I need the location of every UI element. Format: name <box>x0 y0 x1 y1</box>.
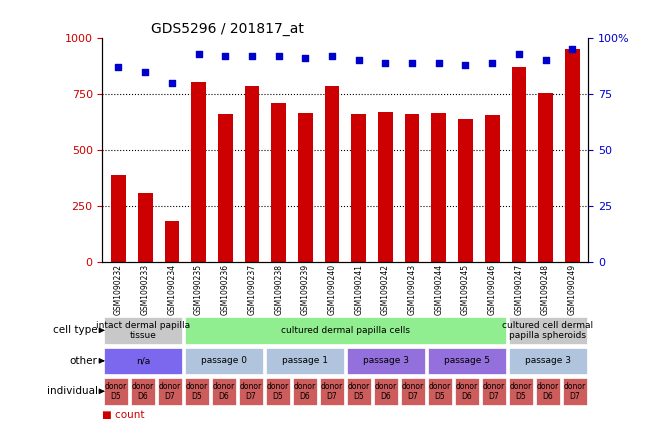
Point <box>167 80 177 86</box>
Text: individual: individual <box>46 386 98 396</box>
Point <box>300 55 311 62</box>
Point <box>487 59 498 66</box>
Text: donor
D5: donor D5 <box>510 382 532 401</box>
Text: cultured cell dermal
papilla spheroids: cultured cell dermal papilla spheroids <box>502 321 594 340</box>
Bar <box>378 112 393 262</box>
Point <box>140 69 151 75</box>
Text: passage 1: passage 1 <box>282 356 328 365</box>
Text: passage 0: passage 0 <box>201 356 247 365</box>
Bar <box>320 378 344 404</box>
Bar <box>565 49 580 262</box>
Text: cultured dermal papilla cells: cultured dermal papilla cells <box>281 326 410 335</box>
Text: donor
D6: donor D6 <box>455 382 478 401</box>
Text: donor
D6: donor D6 <box>375 382 397 401</box>
Text: GDS5296 / 201817_at: GDS5296 / 201817_at <box>151 22 304 36</box>
Bar <box>293 378 317 404</box>
Text: donor
D7: donor D7 <box>159 382 181 401</box>
Text: donor
D6: donor D6 <box>132 382 154 401</box>
Bar <box>428 378 452 404</box>
Bar <box>509 378 533 404</box>
Bar <box>138 193 153 262</box>
Text: donor
D6: donor D6 <box>293 382 316 401</box>
Bar <box>245 86 259 262</box>
Bar <box>485 115 500 262</box>
Bar <box>266 348 344 374</box>
Text: donor
D7: donor D7 <box>564 382 586 401</box>
Bar <box>535 378 560 404</box>
Bar <box>428 348 506 374</box>
Text: donor
D7: donor D7 <box>321 382 343 401</box>
Bar <box>239 378 263 404</box>
Text: donor
D5: donor D5 <box>186 382 208 401</box>
Bar <box>509 348 587 374</box>
Bar <box>405 114 420 262</box>
Bar <box>458 119 473 262</box>
Point <box>514 50 524 57</box>
Text: donor
D5: donor D5 <box>429 382 451 401</box>
Bar <box>131 378 155 404</box>
Bar <box>271 103 286 262</box>
Text: cell type: cell type <box>53 325 98 335</box>
Point <box>274 52 284 59</box>
Point <box>460 62 471 69</box>
Text: other: other <box>69 356 98 366</box>
Text: intact dermal papilla
tissue: intact dermal papilla tissue <box>96 321 190 340</box>
Bar <box>185 378 209 404</box>
Point <box>220 52 231 59</box>
Text: donor
D5: donor D5 <box>105 382 127 401</box>
Bar <box>563 378 587 404</box>
Bar <box>347 378 371 404</box>
Bar <box>325 86 339 262</box>
Bar <box>373 378 398 404</box>
Text: donor
D7: donor D7 <box>402 382 424 401</box>
Bar <box>158 378 182 404</box>
Point <box>247 52 257 59</box>
Bar <box>165 221 179 262</box>
Bar <box>185 348 263 374</box>
Point <box>540 57 551 64</box>
Text: donor
D7: donor D7 <box>240 382 262 401</box>
Point <box>193 50 204 57</box>
Bar <box>218 114 233 262</box>
Bar <box>432 113 446 262</box>
Point <box>407 59 417 66</box>
Bar <box>401 378 425 404</box>
Bar <box>104 348 182 374</box>
Bar <box>509 317 587 343</box>
Text: ■ count: ■ count <box>102 410 145 420</box>
Bar <box>266 378 290 404</box>
Point <box>380 59 391 66</box>
Bar <box>104 378 128 404</box>
Text: donor
D7: donor D7 <box>483 382 505 401</box>
Bar <box>111 175 126 262</box>
Bar <box>455 378 479 404</box>
Point <box>567 46 578 53</box>
Bar <box>191 82 206 262</box>
Point <box>354 57 364 64</box>
Bar <box>482 378 506 404</box>
Bar <box>104 317 182 343</box>
Bar <box>352 114 366 262</box>
Bar <box>347 348 425 374</box>
Text: donor
D5: donor D5 <box>267 382 289 401</box>
Text: n/a: n/a <box>136 356 150 365</box>
Text: donor
D6: donor D6 <box>537 382 559 401</box>
Text: passage 5: passage 5 <box>444 356 490 365</box>
Bar <box>185 317 506 343</box>
Bar <box>512 67 526 262</box>
Point <box>327 52 337 59</box>
Text: donor
D5: donor D5 <box>348 382 370 401</box>
Point <box>434 59 444 66</box>
Text: passage 3: passage 3 <box>363 356 409 365</box>
Bar <box>212 378 236 404</box>
Text: donor
D6: donor D6 <box>213 382 235 401</box>
Bar <box>298 113 313 262</box>
Bar <box>538 93 553 262</box>
Point <box>113 64 124 71</box>
Text: passage 3: passage 3 <box>525 356 571 365</box>
